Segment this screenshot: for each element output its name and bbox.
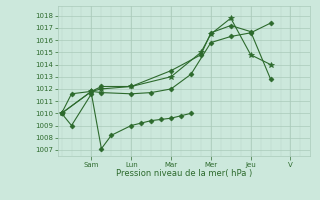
X-axis label: Pression niveau de la mer( hPa ): Pression niveau de la mer( hPa ) <box>116 169 252 178</box>
